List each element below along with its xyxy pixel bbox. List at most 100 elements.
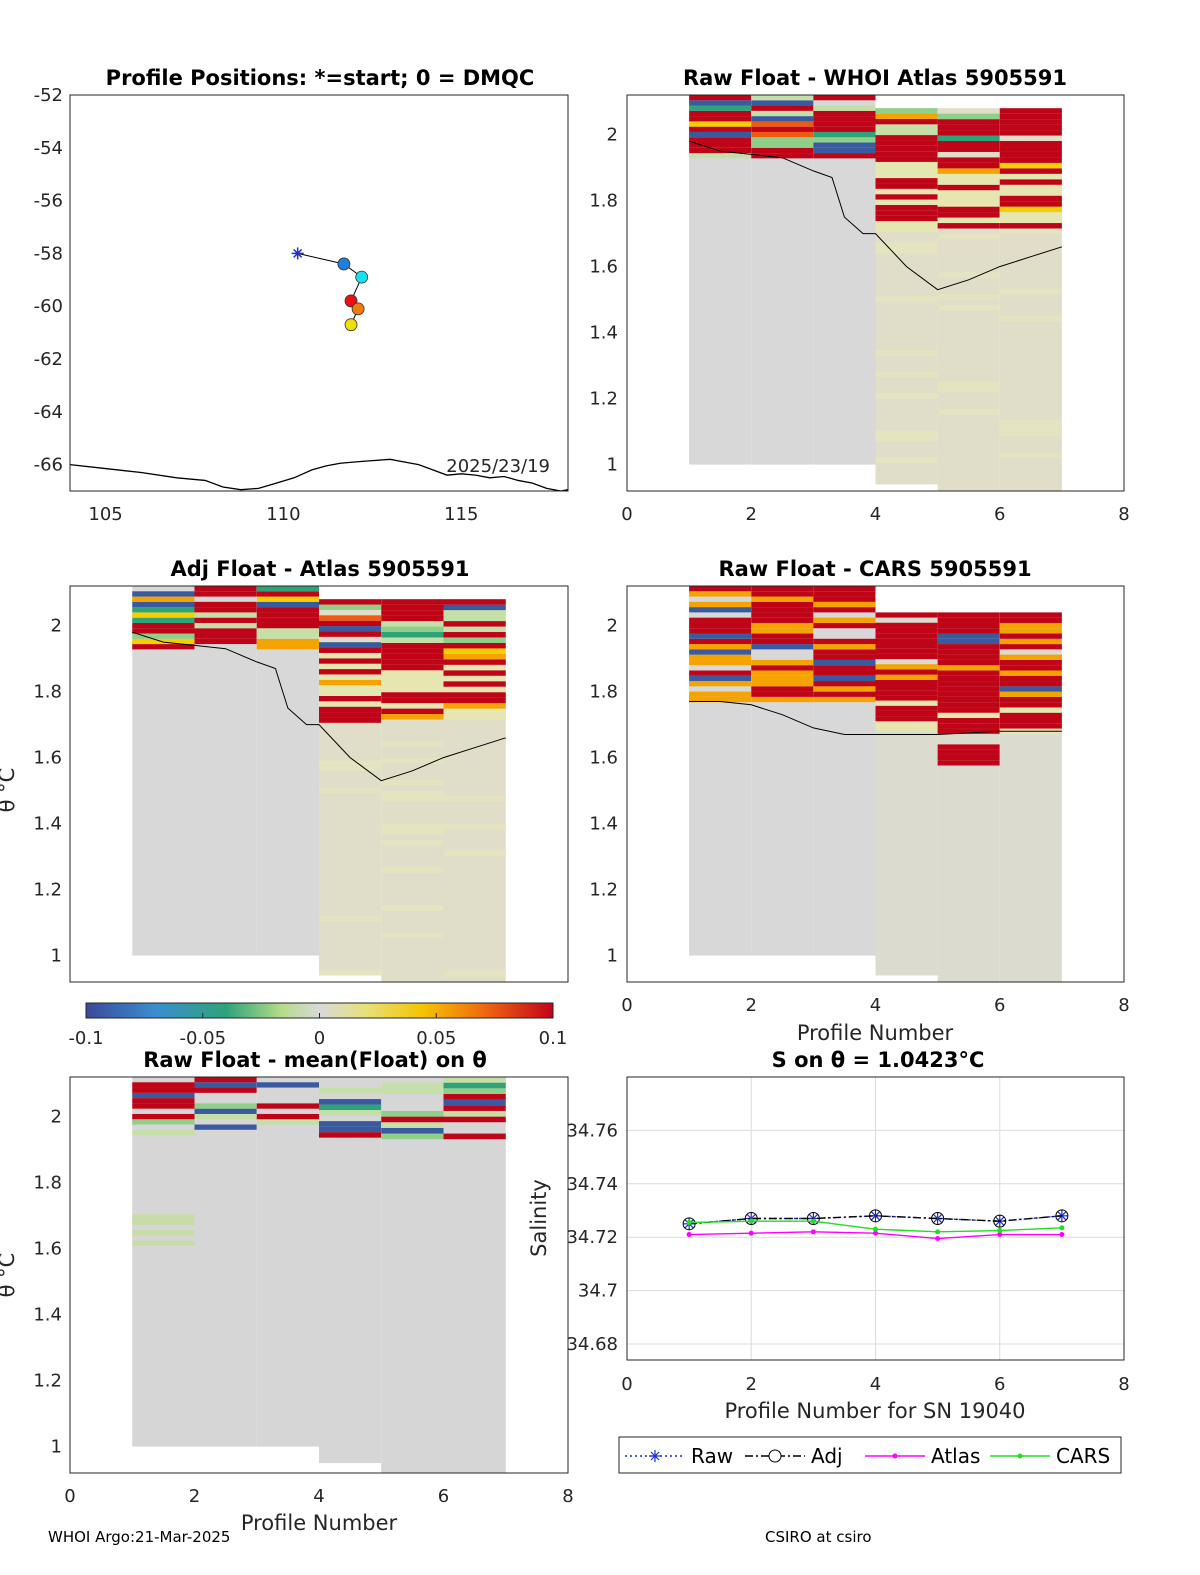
heatmap-cell [443,1116,506,1123]
heatmap-cell [689,607,752,613]
heatmap-cell [443,1133,506,1140]
heatmap-cell [381,779,444,786]
heatmap-cell [319,652,382,659]
heatmap-cell [689,649,752,655]
heatmap-cell [937,212,1000,218]
positions-y-tick: -56 [34,191,63,212]
adj-marker [806,1212,820,1225]
salinity-y-tick: 34.68 [566,1334,618,1355]
heatmap-cell [319,712,382,718]
heatmap-cell [132,591,195,597]
legend-box [618,1436,1122,1474]
heatmap-cell [751,612,814,618]
raw-mean-x-tick: 0 [64,1486,75,1507]
raw-whoi-y-ticks: 1 1.2 1.4 1.6 1.8 2 [589,125,618,476]
heatmap-cell [813,696,876,703]
heatmap-cell [689,654,752,660]
heatmap-cell [132,1077,195,1447]
profile-point [351,302,365,316]
heatmap-cell [319,1121,382,1127]
heatmap-cell [319,765,382,772]
heatmap-cell [813,681,876,687]
heatmap-cell [999,633,1062,639]
heatmap-cell [319,1110,382,1116]
positions-x-tick: 115 [444,504,478,525]
heatmap-cell [937,633,1000,639]
heatmap-cell [937,728,1000,734]
heatmap-cell [689,100,752,106]
heatmap-cell [937,233,1000,240]
legend-items: Raw Adj Atlas CARS [625,1444,1110,1468]
heatmap-cell [381,637,444,643]
heatmap-cell [999,617,1062,623]
heatmap-cell [256,596,319,602]
heatmap-cell [937,649,1000,655]
heatmap-cell [381,604,444,611]
profile-point [344,318,358,332]
heatmap-cell [813,601,876,608]
raw-whoi-y-tick: 1.6 [589,257,618,278]
heatmap-cell [875,430,938,437]
cars-marker [873,1226,878,1232]
heatmap-cell [875,648,938,654]
heatmap-cell [999,130,1062,136]
salinity-frame [626,1076,1125,1361]
heatmap-cell [443,653,506,660]
heatmap-cell [256,601,319,608]
heatmap-cell [319,1126,382,1133]
heatmap-cell [937,381,1000,388]
heatmap-cell [751,95,814,101]
heatmap-cell [443,604,506,611]
heatmap-cell [999,124,1062,131]
heatmap-cell [256,586,319,592]
heatmap-cell [751,137,814,143]
heatmap-cell [381,664,444,671]
heatmap-cell [381,659,444,665]
heatmap-cell [937,195,1000,202]
heatmap-cell [875,726,938,732]
heatmap-cell [132,612,195,618]
heatmap-cell [319,663,382,670]
salinity-x-label: Profile Number for SN 19040 [724,1399,1025,1423]
raw-whoi-x-tick: 6 [994,504,1005,525]
heatmap-cell [132,1230,195,1236]
heatmap-cell [937,157,1000,163]
heatmap-cell [937,135,1000,142]
heatmap-cell [381,796,444,802]
heatmap-cell [381,697,444,704]
heatmap-cell [132,1119,195,1125]
raw-cars-x-tick: 6 [994,995,1005,1016]
heatmap-cell [381,621,444,627]
raw-mean-y-tick: 1.2 [33,1371,62,1392]
raw-cars-y-tick: 1 [607,946,618,967]
atlas-marker [1059,1232,1065,1238]
heatmap-cell [381,905,444,911]
raw-cars-y-tick: 1.8 [589,682,618,703]
heatmap-cell [751,142,814,148]
heatmap-cell [875,710,938,717]
salinity-x-tick: 4 [870,1374,881,1395]
heatmap-cell [813,654,876,660]
heatmap-cell [751,116,814,122]
heatmap-cell [132,628,195,634]
heatmap-cell [256,1077,319,1447]
salinity-x-tick: 8 [1118,1374,1129,1395]
heatmap-cell [875,215,938,222]
heatmap-cell [813,665,876,671]
heatmap-cell [875,221,938,227]
salinity-y-tick: 34.7 [578,1281,618,1302]
heatmap-cell [999,223,1062,229]
heatmap-cell [256,1113,319,1120]
heatmap-cell [319,604,382,610]
heatmap-cell [999,184,1062,191]
heatmap-cell [999,638,1062,645]
heatmap-cell [256,1082,319,1088]
heatmap-cell [875,393,938,399]
heatmap-cell [443,1077,506,1473]
raw-cars-y-ticks: 1 1.2 1.4 1.6 1.8 2 [589,616,618,967]
heatmap-cell [999,190,1062,196]
heatmap-cell [813,95,876,101]
raw-mean-y-tick: 2 [51,1107,62,1128]
heatmap-cell [751,691,814,697]
heatmap-cell [813,638,876,645]
